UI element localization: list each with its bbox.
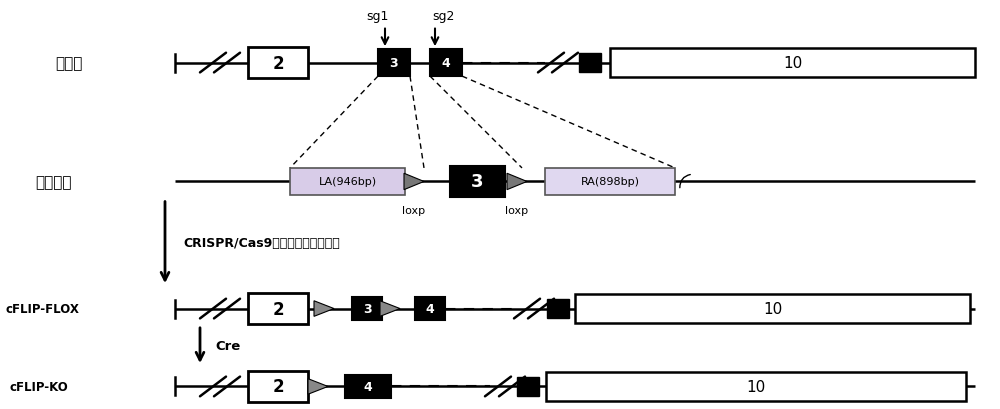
Bar <box>248 294 308 324</box>
Bar <box>547 299 569 319</box>
Polygon shape <box>314 301 334 317</box>
Text: loxp: loxp <box>402 206 426 216</box>
Bar <box>517 377 539 396</box>
Text: 3: 3 <box>390 57 398 70</box>
Bar <box>248 371 308 402</box>
Text: sg2: sg2 <box>432 9 454 22</box>
Bar <box>546 372 966 401</box>
Bar <box>430 50 462 77</box>
Bar <box>290 169 405 195</box>
Bar <box>610 49 975 78</box>
Text: LA(946bp): LA(946bp) <box>318 177 377 187</box>
Text: 4: 4 <box>426 302 434 315</box>
Bar <box>450 167 505 197</box>
Text: 3: 3 <box>471 173 484 191</box>
Bar <box>352 298 382 320</box>
Text: 2: 2 <box>272 300 284 318</box>
Bar <box>345 375 391 398</box>
Bar <box>415 298 445 320</box>
Polygon shape <box>380 301 400 317</box>
Text: cFLIP-FLOX: cFLIP-FLOX <box>5 302 79 315</box>
Bar <box>579 54 601 73</box>
Text: sg1: sg1 <box>366 9 388 22</box>
Text: cFLIP-KO: cFLIP-KO <box>10 380 69 393</box>
Text: CRISPR/Cas9介导的同源重组修复: CRISPR/Cas9介导的同源重组修复 <box>183 236 340 249</box>
Text: 3: 3 <box>363 302 371 315</box>
Text: 4: 4 <box>442 57 450 70</box>
Polygon shape <box>308 379 328 394</box>
Text: 4: 4 <box>364 380 372 393</box>
Text: loxp: loxp <box>505 206 529 216</box>
Polygon shape <box>507 174 527 190</box>
Text: 野生型: 野生型 <box>55 56 82 71</box>
Text: 10: 10 <box>763 301 782 316</box>
Bar <box>378 50 410 77</box>
Text: 2: 2 <box>272 54 284 72</box>
Text: 10: 10 <box>746 379 766 394</box>
Bar <box>248 48 308 79</box>
Text: 供体载体: 供体载体 <box>35 175 72 189</box>
Bar <box>575 294 970 323</box>
Polygon shape <box>404 174 424 190</box>
Bar <box>545 169 675 195</box>
Text: 2: 2 <box>272 378 284 396</box>
Text: 10: 10 <box>783 56 802 71</box>
Text: Cre: Cre <box>215 339 240 352</box>
Text: RA(898bp): RA(898bp) <box>581 177 640 187</box>
